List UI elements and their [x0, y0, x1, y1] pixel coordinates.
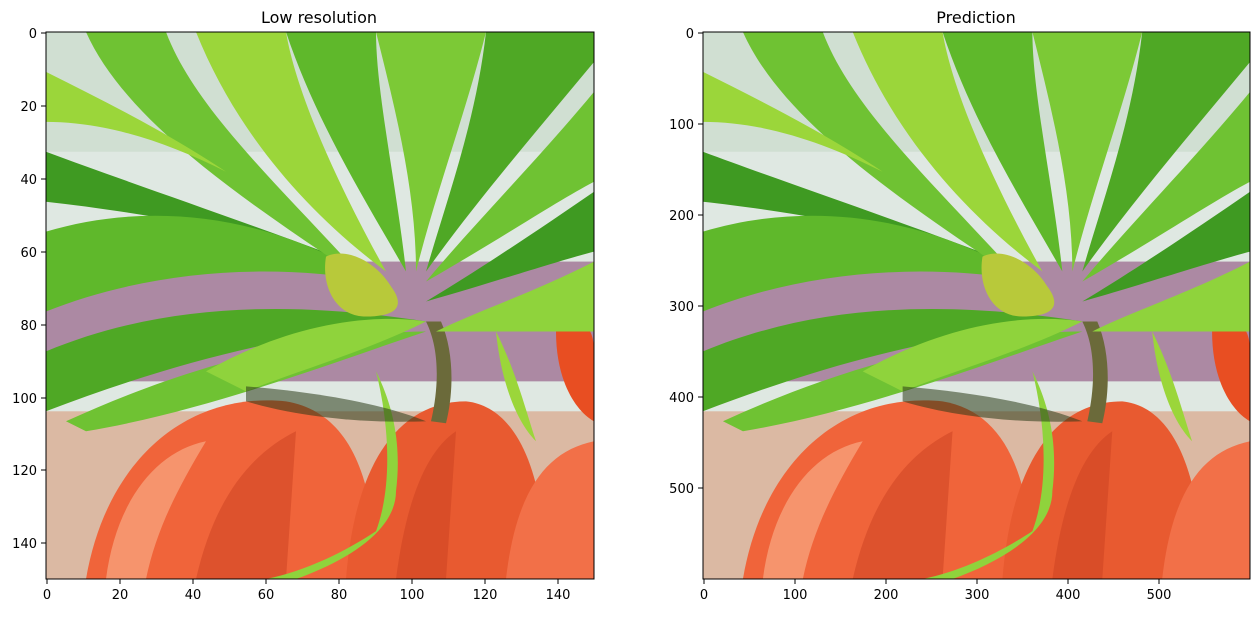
y-tick-label: 0 — [686, 27, 694, 42]
panel-prediction: Prediction 0 100 200 300 400 500 — [669, 8, 1251, 603]
y-tick-label: 20 — [20, 100, 37, 115]
y-tick-label: 120 — [12, 464, 37, 479]
x-tick-label: 200 — [874, 588, 899, 603]
y-tick-label: 60 — [20, 246, 37, 261]
y-tick-label: 200 — [669, 209, 694, 224]
y-tick-label: 100 — [12, 392, 37, 407]
low-resolution-image — [46, 32, 594, 579]
x-tick-label: 20 — [112, 588, 129, 603]
y-tick-label: 40 — [20, 173, 37, 188]
x-tick-label: 40 — [185, 588, 202, 603]
x-tick-label: 100 — [783, 588, 808, 603]
x-axis: 0 20 40 60 80 100 120 140 — [43, 579, 571, 603]
y-tick-label: 400 — [669, 391, 694, 406]
y-axis: 0 100 200 300 400 500 — [669, 27, 703, 497]
x-tick-label: 60 — [258, 588, 275, 603]
x-tick-label: 300 — [965, 588, 990, 603]
x-tick-label: 80 — [331, 588, 348, 603]
panel-title: Prediction — [936, 8, 1015, 27]
x-tick-label: 0 — [43, 588, 51, 603]
y-tick-label: 300 — [669, 300, 694, 315]
y-tick-label: 80 — [20, 319, 37, 334]
x-tick-label: 140 — [546, 588, 571, 603]
y-tick-label: 500 — [669, 482, 694, 497]
x-tick-label: 500 — [1147, 588, 1172, 603]
x-tick-label: 100 — [400, 588, 425, 603]
y-tick-label: 0 — [29, 27, 37, 42]
panel-low-resolution: Low resolution 0 20 40 60 80 100 120 140 — [12, 8, 595, 603]
x-tick-label: 120 — [473, 588, 498, 603]
prediction-image — [703, 32, 1250, 579]
x-axis: 0 100 200 300 400 500 — [700, 579, 1172, 603]
x-tick-label: 0 — [700, 588, 708, 603]
y-tick-label: 100 — [669, 118, 694, 133]
y-tick-label: 140 — [12, 537, 37, 552]
x-tick-label: 400 — [1056, 588, 1081, 603]
panel-title: Low resolution — [261, 8, 377, 27]
axes-frame — [45, 31, 595, 580]
y-axis: 0 20 40 60 80 100 120 140 — [12, 27, 46, 552]
